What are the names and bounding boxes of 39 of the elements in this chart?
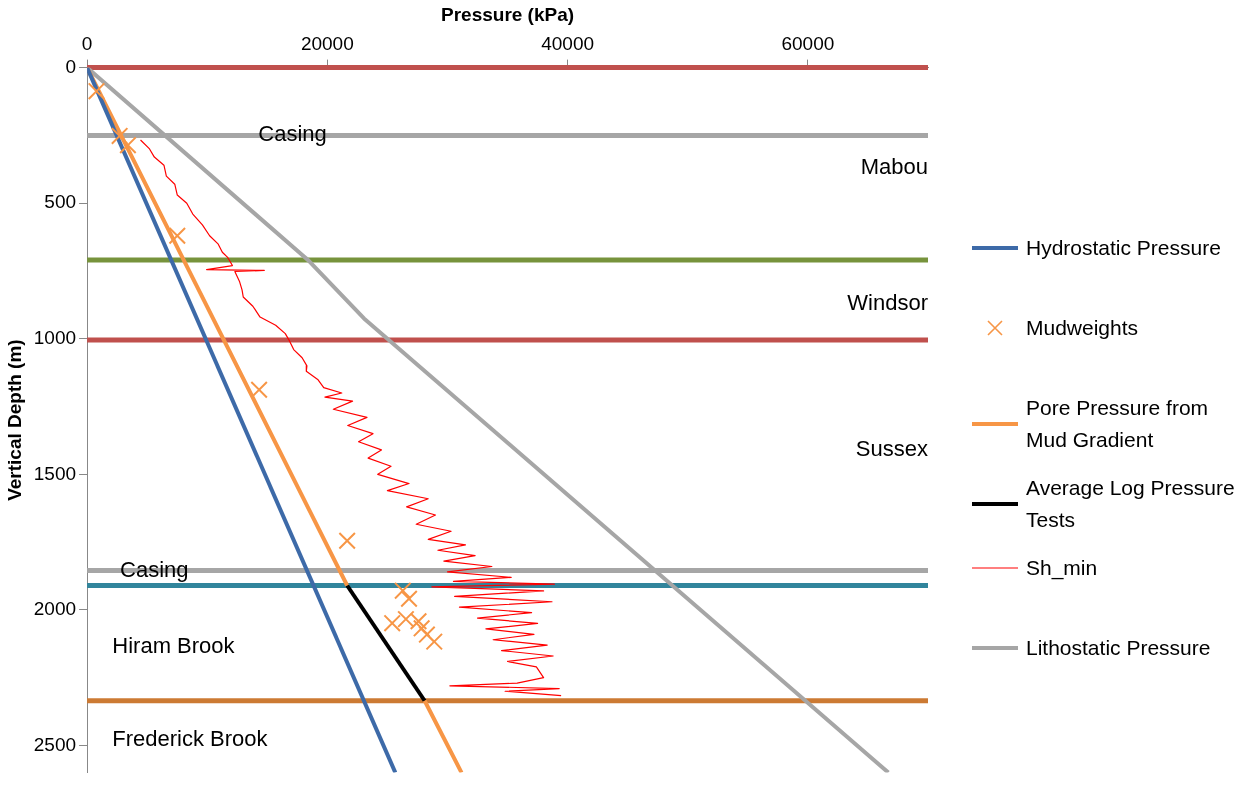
point [338, 531, 356, 550]
point [400, 590, 418, 608]
point [87, 82, 106, 100]
point [383, 614, 401, 632]
x-tick-label: 40000 [541, 33, 595, 55]
y-tick-label: 2500 [33, 733, 77, 755]
x-tick-label: 20000 [300, 33, 354, 55]
annotation: Sussex [855, 436, 928, 462]
legend-label: Lithostatic Pressure [1026, 635, 1212, 661]
point [110, 127, 129, 145]
point [425, 632, 444, 651]
annotation: Mabou [860, 153, 928, 179]
point [394, 581, 412, 600]
y-tick-label: 1000 [33, 326, 77, 348]
y-tick-label: 500 [44, 191, 77, 213]
y-tick-label: 2000 [33, 598, 77, 620]
y-tick-label: 1500 [33, 462, 77, 484]
legend-label: Average Log Pressure Tests [1026, 475, 1236, 533]
point [397, 610, 415, 628]
x-axis-title: Pressure (kPa) [440, 3, 575, 25]
point [119, 136, 137, 154]
point [409, 612, 428, 631]
point [418, 625, 436, 644]
y-tick-label: 0 [65, 55, 77, 77]
annotation: Frederick Brook [112, 726, 269, 752]
point [412, 619, 431, 638]
x-tick-label: 0 [81, 33, 93, 55]
annotation: Casing [120, 556, 189, 582]
annotation: Casing [258, 121, 327, 147]
annotation: Windsor [847, 289, 928, 315]
legend-label: Sh_min [1026, 555, 1099, 582]
legend-label: Mudweights [1026, 315, 1140, 341]
x-tick-label: 60000 [781, 33, 835, 55]
point [168, 226, 187, 245]
legend-label: Pore Pressure from Mud Gradient [1026, 395, 1210, 453]
annotation: Hiram Brook [112, 633, 236, 659]
legend-label: Hydrostatic Pressure [1026, 235, 1222, 261]
y-axis-title: Vertical Depth (m) [3, 339, 25, 501]
point [250, 380, 268, 399]
